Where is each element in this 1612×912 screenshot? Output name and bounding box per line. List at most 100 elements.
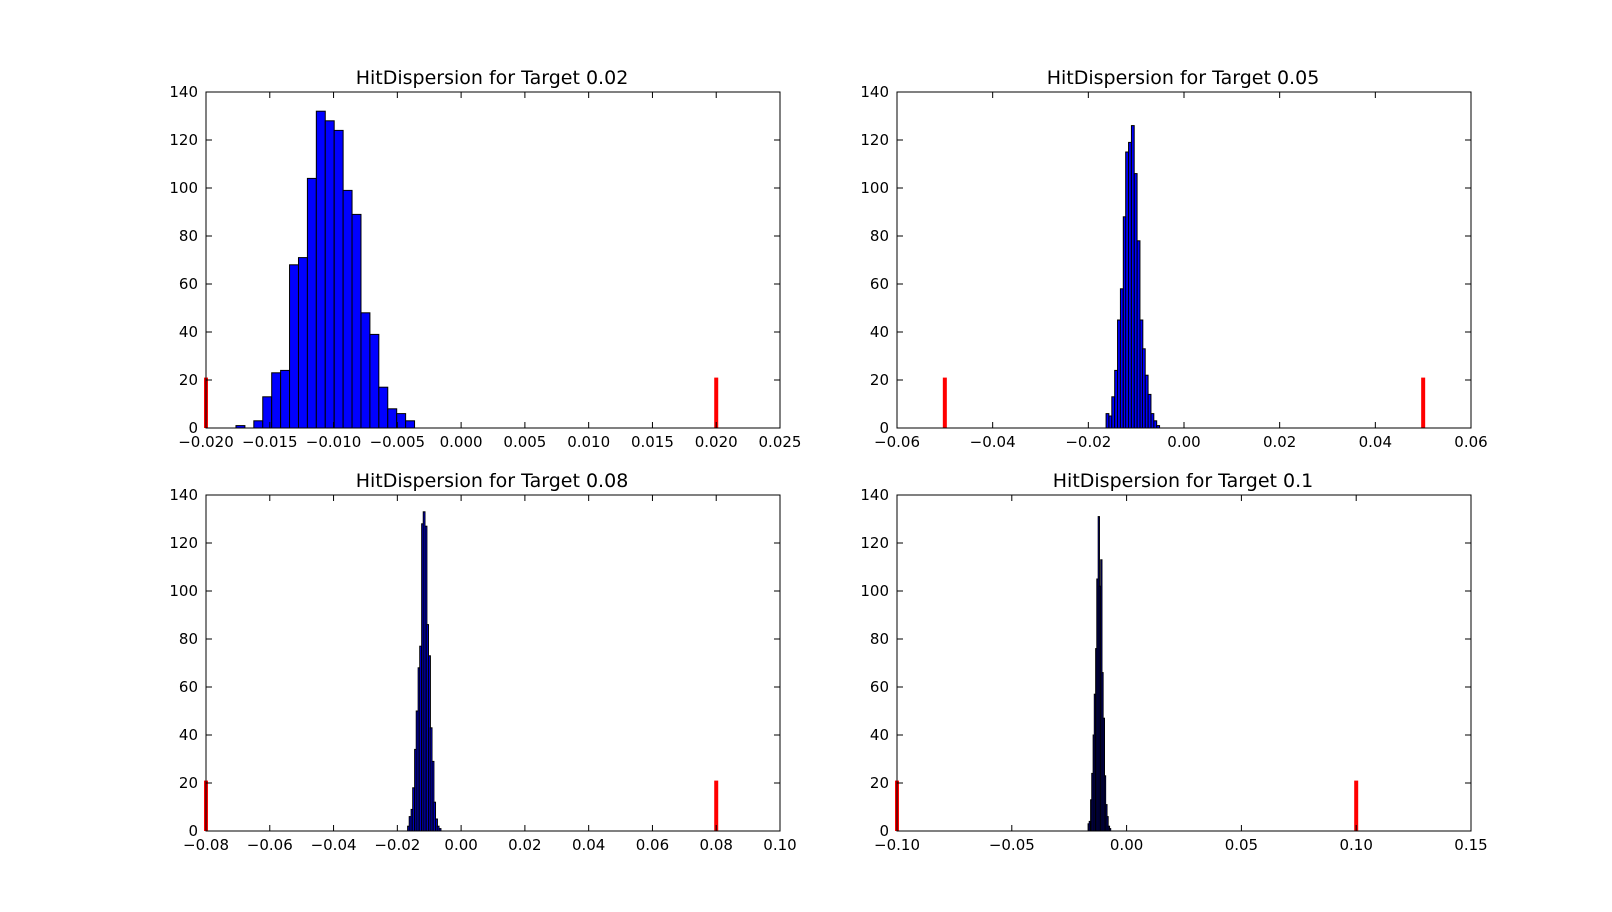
plot-frame [896,494,1472,832]
x-tick-label: −0.10 [874,836,920,854]
y-tick-label: 120 [169,131,198,149]
y-tick-label: 60 [179,275,198,293]
histogram-bar-19 [405,420,416,429]
x-tick-label: 0.15 [1454,836,1487,854]
histogram-bar-6 [289,264,299,429]
histogram-bar-12 [342,189,353,429]
x-tick-label: 0.00 [444,836,477,854]
histogram-bar-16 [1150,413,1155,429]
histogram-bar-0 [1105,413,1110,429]
target-marker-1 [714,377,719,428]
histogram-bar-18 [396,413,407,429]
subplot-target-0-08: HitDispersion for Target 0.08 −0.08 −0.06… [169,470,796,854]
histogram-bar-16 [378,386,389,429]
y-tick-label: 40 [179,323,198,341]
y-tick-label: 0 [188,419,198,437]
x-tick-label: −0.04 [970,433,1016,451]
x-tick-label: 0.06 [1454,433,1487,451]
histogram-bar-7 [1125,151,1129,429]
x-tick-label: 0.05 [1225,836,1258,854]
x-tick-label: 0.08 [700,836,733,854]
y-tick-label: 120 [169,534,198,552]
y-tick-label: 140 [169,486,198,504]
y-tick-label: 0 [879,419,889,437]
y-tick-label: 80 [870,630,889,648]
x-tick-label: −0.015 [242,433,298,451]
x-tick-label: −0.08 [183,836,229,854]
x-tick-label: −0.06 [874,433,920,451]
y-tick-label: 120 [860,534,889,552]
y-tick-label: 120 [860,131,889,149]
y-tick-label: 60 [870,678,889,696]
target-marker-1 [1421,377,1426,428]
subplot-title: HitDispersion for Target 0.05 [1047,67,1320,89]
histogram-bar-9 [1130,125,1135,429]
x-tick-label: −0.04 [311,836,357,854]
target-marker-0 [942,377,947,428]
y-tick-label: 80 [179,227,198,245]
y-tick-label: 100 [860,179,889,197]
subplot-title: HitDispersion for Target 0.02 [356,67,629,89]
histogram-bar-13 [351,213,362,429]
y-tick-label: 140 [169,83,198,101]
y-tick-label: 60 [870,275,889,293]
y-tick-label: 100 [169,582,198,600]
histogram-bar-8 [1128,141,1132,429]
y-tick-label: 0 [879,822,889,840]
x-tick-label: 0.010 [567,433,610,451]
y-tick-label: 40 [870,726,889,744]
y-tick-label: 60 [179,678,198,696]
histogram-bar-4 [271,372,282,429]
histogram-bar-7 [297,257,308,429]
x-tick-label: 0.04 [1359,433,1392,451]
x-tick-label: −0.020 [178,433,234,451]
plot-frame [205,91,781,429]
y-tick-label: 20 [870,774,889,792]
subplot-target-0-05: HitDispersion for Target 0.05 −0.06 −0.04… [860,67,1487,451]
x-tick-label: 0.02 [508,836,541,854]
x-tick-label: 0.10 [1339,836,1372,854]
histogram-bar-11 [333,129,344,429]
y-tick-label: 20 [179,774,198,792]
histogram-bar-11 [1136,240,1141,429]
subplot-title: HitDispersion for Target 0.08 [356,470,629,492]
subplot-target-0-02: HitDispersion for Target 0.02 −0.020 −0.0… [169,67,801,451]
histogram-bar-17 [1153,420,1158,429]
histogram-bar-5 [280,369,291,429]
y-tick-label: 100 [169,179,198,197]
x-tick-label: 0.000 [440,433,483,451]
x-tick-label: 0.005 [503,433,546,451]
histogram-bar-9 [315,110,326,429]
x-tick-label: 0.02 [1263,433,1296,451]
histogram-bar-13 [1141,348,1146,429]
subplot-target-0-1: HitDispersion for Target 0.1 −0.10 −0.05 0… [860,470,1487,854]
x-tick-label: 0.10 [763,836,796,854]
histogram-bar-4 [1117,319,1121,429]
target-marker-1 [714,780,719,831]
x-tick-label: 0.00 [1110,836,1143,854]
x-tick-label: 0.06 [636,836,669,854]
y-tick-label: 20 [179,371,198,389]
y-tick-label: 80 [870,227,889,245]
x-tick-label: 0.00 [1167,433,1200,451]
x-tick-label: −0.02 [374,836,420,854]
x-tick-label: −0.06 [247,836,293,854]
x-tick-label: −0.05 [989,836,1035,854]
histogram-bar-10 [324,120,335,429]
histogram-bar-17 [387,408,398,429]
x-tick-label: −0.005 [370,433,426,451]
y-tick-label: 140 [860,486,889,504]
histogram-bar-15 [1147,393,1152,429]
y-tick-label: 20 [870,371,889,389]
target-marker-1 [1354,780,1359,831]
x-tick-label: 0.015 [631,433,674,451]
histogram-bar-8 [306,177,317,429]
histogram-bar-3 [1114,369,1118,429]
y-tick-label: 100 [860,582,889,600]
x-tick-label: −0.010 [306,433,362,451]
plot-frame [896,91,1472,429]
histogram-bar-5 [1119,288,1124,429]
histogram-bar-15 [369,333,380,429]
y-tick-label: 140 [860,83,889,101]
y-tick-label: 40 [179,726,198,744]
